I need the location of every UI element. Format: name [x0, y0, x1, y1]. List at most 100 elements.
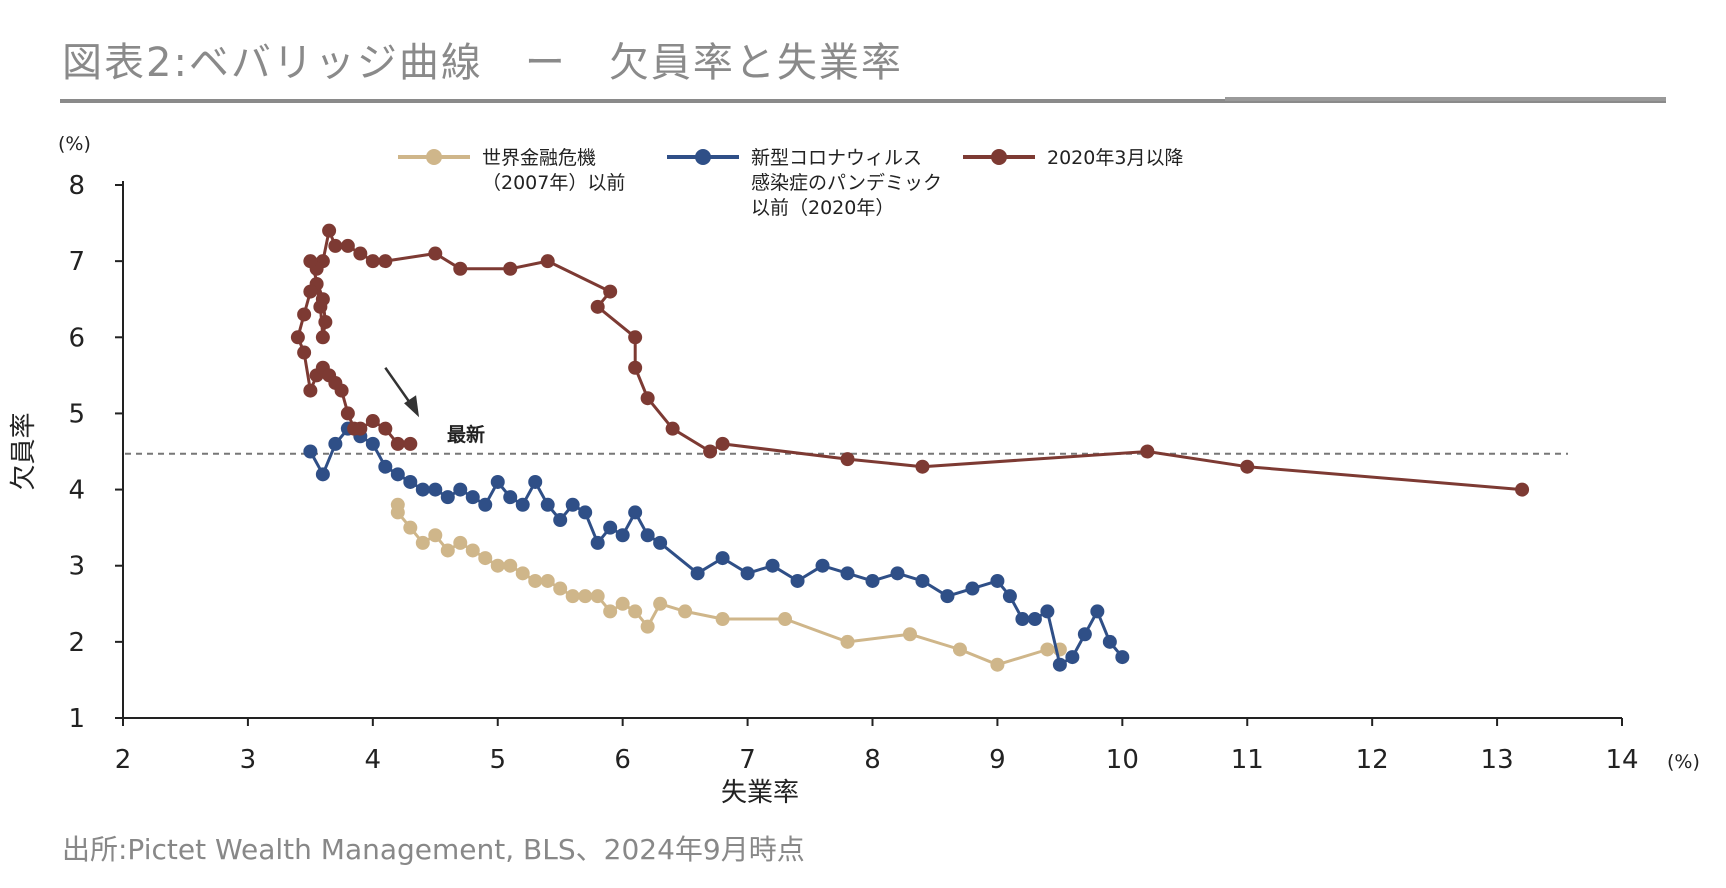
page-title: 図表2:ベバリッジ曲線 ー 欠員率と失業率	[62, 40, 903, 86]
legend-label-2: 新型コロナウィルス	[751, 147, 922, 169]
data-point	[378, 421, 393, 436]
data-point	[297, 307, 312, 322]
data-point	[815, 558, 830, 573]
data-point	[965, 581, 980, 596]
y-unit-label: (%)	[58, 133, 91, 155]
data-point	[990, 573, 1005, 588]
y-tick-label: 4	[68, 476, 85, 506]
data-point	[603, 284, 618, 299]
data-point	[1027, 612, 1042, 627]
legend-label-1: （2007年）以前	[482, 172, 625, 194]
data-point	[465, 543, 480, 558]
data-point	[390, 436, 405, 451]
data-point	[528, 573, 543, 588]
data-point	[403, 520, 418, 535]
source-note: 出所:Pictet Wealth Management, BLS、2024年9月…	[62, 833, 805, 866]
data-point	[303, 383, 318, 398]
data-point	[303, 284, 318, 299]
data-point	[590, 299, 605, 314]
data-point	[415, 535, 430, 550]
data-point	[303, 254, 318, 269]
data-point	[703, 444, 718, 459]
data-point	[553, 581, 568, 596]
data-point	[428, 528, 443, 543]
data-point	[615, 596, 630, 611]
data-point	[653, 535, 668, 550]
annotation-arrow-head	[404, 395, 420, 418]
data-point	[297, 345, 312, 360]
x-axis-title: 失業率	[721, 778, 799, 808]
data-point	[365, 254, 380, 269]
data-point	[590, 589, 605, 604]
y-axis-title: 欠員率	[9, 412, 39, 490]
legend-label-1: 世界金融危機	[482, 147, 596, 169]
data-point	[540, 573, 555, 588]
legend-marker-3	[991, 149, 1007, 165]
data-point	[453, 261, 468, 276]
data-point	[318, 315, 333, 330]
data-point	[540, 254, 555, 269]
data-point	[603, 604, 618, 619]
data-point	[334, 383, 349, 398]
x-tick-label: 9	[989, 745, 1006, 775]
y-tick-label: 2	[68, 628, 85, 658]
series-line-2	[309, 427, 1124, 667]
data-point	[1115, 650, 1130, 665]
data-point	[690, 566, 705, 581]
legend-label-2: 以前（2020年）	[751, 197, 894, 219]
data-point	[715, 612, 730, 627]
data-point	[565, 589, 580, 604]
data-point	[840, 634, 855, 649]
data-point	[328, 436, 343, 451]
data-point	[1140, 444, 1155, 459]
data-point	[328, 238, 343, 253]
legend-label-3: 2020年3月以降	[1047, 147, 1183, 169]
data-point	[628, 360, 643, 375]
x-tick-label: 5	[489, 745, 506, 775]
data-point	[503, 558, 518, 573]
data-point	[578, 589, 593, 604]
data-point	[1040, 604, 1055, 619]
data-point	[1065, 650, 1080, 665]
data-point	[315, 467, 330, 482]
x-tick-label: 4	[365, 745, 382, 775]
data-point	[840, 566, 855, 581]
data-point	[313, 299, 328, 314]
x-tick-label: 3	[240, 745, 257, 775]
data-point	[353, 421, 368, 436]
data-point	[553, 513, 568, 528]
data-point	[665, 421, 680, 436]
data-point	[778, 612, 793, 627]
data-point	[952, 642, 967, 657]
data-point	[290, 330, 305, 345]
data-point	[765, 558, 780, 573]
data-point	[465, 490, 480, 505]
x-tick-label: 11	[1231, 745, 1264, 775]
data-point	[515, 566, 530, 581]
data-point	[428, 482, 443, 497]
data-point	[365, 436, 380, 451]
data-point	[640, 391, 655, 406]
annotation-label: 最新	[447, 423, 485, 446]
data-point	[603, 520, 618, 535]
x-tick-label: 14	[1605, 745, 1638, 775]
data-point	[565, 497, 580, 512]
title-divider	[60, 99, 1666, 103]
data-point	[353, 246, 368, 261]
data-point	[415, 482, 430, 497]
data-point	[378, 254, 393, 269]
y-tick-label: 7	[68, 247, 85, 277]
y-tick-label: 1	[68, 704, 85, 734]
y-tick-label: 8	[68, 171, 85, 201]
x-tick-label: 6	[614, 745, 631, 775]
data-point	[653, 596, 668, 611]
legend-label-2: 感染症のパンデミック	[751, 172, 942, 194]
data-point	[590, 535, 605, 550]
data-point	[902, 627, 917, 642]
data-point	[453, 535, 468, 550]
data-point	[628, 330, 643, 345]
data-point	[1515, 482, 1530, 497]
data-point	[740, 566, 755, 581]
data-point	[1040, 642, 1055, 657]
